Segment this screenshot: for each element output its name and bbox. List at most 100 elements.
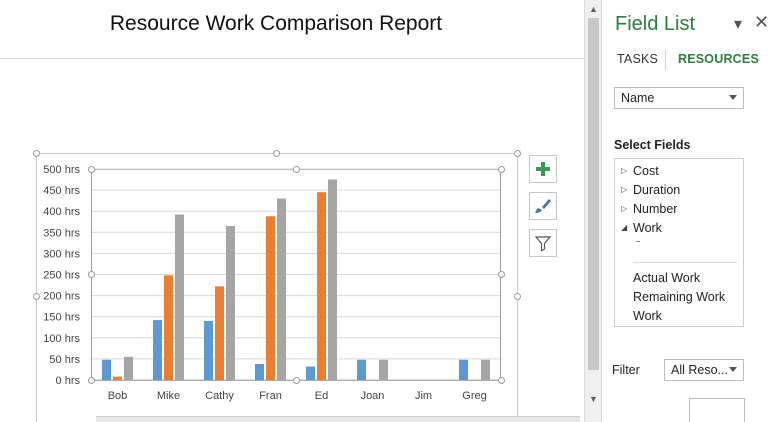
chart-area-handle-top-left[interactable] [33, 150, 40, 157]
chart-area-handle-middle-right[interactable] [514, 293, 521, 300]
scrollbar-thumb[interactable] [588, 18, 599, 370]
expand-triangle-icon[interactable]: ▷ [621, 166, 628, 175]
field-label: Duration [633, 183, 681, 197]
subfield-divider [633, 262, 737, 263]
plot-area-handle-top-center[interactable] [293, 166, 300, 173]
chart-area-handle-top-right[interactable] [514, 150, 521, 157]
bar-cathy-series-2[interactable] [215, 286, 224, 380]
bar-bob-series-3[interactable] [124, 356, 133, 380]
horizontal-scrollbar[interactable] [96, 416, 580, 422]
field-item-number[interactable]: ▷ Number [615, 200, 743, 219]
bar-ed-series-3[interactable] [328, 179, 337, 380]
field-item-duration[interactable]: ▷ Duration [615, 181, 743, 200]
category-select-value: Name [621, 91, 655, 105]
field-item-work[interactable]: ◢ Work [615, 219, 743, 238]
bar-joan-series-1[interactable] [357, 359, 366, 380]
field-item-cost[interactable]: ▷ Cost [615, 162, 743, 181]
tab-resources[interactable]: RESOURCES [678, 52, 759, 66]
bar-greg-series-3[interactable] [481, 359, 490, 380]
scroll-up-icon[interactable]: ▲ [589, 3, 598, 14]
chart-area-handle-middle-left[interactable] [33, 293, 40, 300]
bar-mike-series-3[interactable] [175, 214, 184, 380]
chart-styles-button[interactable] [529, 192, 557, 220]
select-fields-label: Select Fields [614, 138, 691, 152]
y-tick-label: 100 hrs [43, 333, 80, 345]
x-tick-label: Jim [415, 390, 432, 402]
plot-area-handle-bottom-right[interactable] [498, 377, 505, 384]
x-tick-label: Mike [157, 390, 180, 402]
y-tick-label: 450 hrs [43, 185, 80, 197]
x-tick-label: Fran [259, 390, 282, 402]
subfield-work[interactable]: Work [633, 309, 662, 323]
y-tick-label: 250 hrs [43, 270, 80, 282]
subfield-actual-work[interactable]: Actual Work [633, 271, 701, 285]
y-tick-label: 500 hrs [43, 164, 80, 176]
report-title: Resource Work Comparison Report [109, 12, 443, 35]
bar-bob-series-1[interactable] [102, 359, 111, 380]
field-label: Number [633, 202, 678, 216]
chevron-down-icon [729, 95, 737, 100]
subfield-remaining-work[interactable]: Remaining Work [633, 290, 726, 304]
bar-mike-series-2[interactable] [164, 275, 173, 380]
bar-ed-series-2[interactable] [317, 192, 326, 380]
bar-fran-series-3[interactable] [277, 198, 286, 380]
field-label: Work [633, 221, 662, 235]
field-label: Cost [633, 164, 659, 178]
paintbrush-icon [535, 199, 551, 213]
plus-icon [536, 162, 550, 176]
y-tick-label: 150 hrs [43, 312, 80, 324]
fields-tree: ▷ Cost ▷ Duration ▷ Number ◢ Work Actual… [614, 158, 744, 327]
group-by-select[interactable] [689, 398, 745, 422]
plot-area-handle-bottom-left[interactable] [88, 377, 95, 384]
plot-area-handle-middle-right[interactable] [498, 271, 505, 278]
bar-joan-series-3[interactable] [379, 359, 388, 380]
bar-fran-series-2[interactable] [266, 216, 275, 380]
y-tick-label: 0 hrs [56, 375, 81, 387]
plot-area-handle-top-left[interactable] [88, 166, 95, 173]
tree-connector [636, 241, 640, 244]
tab-tasks[interactable]: TASKS [617, 52, 659, 66]
title-divider [0, 58, 584, 59]
chart-filters-button[interactable] [529, 229, 557, 257]
bar-fran-series-1[interactable] [255, 363, 264, 380]
collapse-triangle-icon[interactable]: ◢ [621, 223, 628, 232]
bar-bob-series-2[interactable] [113, 376, 122, 380]
plot-area-handle-top-right[interactable] [498, 166, 505, 173]
x-tick-label: Joan [361, 390, 385, 402]
category-select[interactable]: Name [614, 87, 744, 109]
x-tick-label: Ed [315, 390, 328, 402]
bar-ed-series-1[interactable] [306, 366, 315, 380]
y-tick-label: 350 hrs [43, 227, 80, 239]
scroll-down-icon[interactable]: ▼ [589, 393, 598, 404]
expand-triangle-icon[interactable]: ▷ [621, 185, 628, 194]
pane-options-chevron-icon[interactable]: ▾ [734, 16, 743, 33]
filter-label: Filter [612, 363, 640, 377]
y-tick-label: 300 hrs [43, 248, 80, 260]
bar-cathy-series-1[interactable] [204, 320, 213, 380]
plot-area-handle-bottom-center[interactable] [293, 377, 300, 384]
field-list-pane: Field List ▾ ✕ TASKS RESOURCES Name Sele… [601, 0, 772, 422]
chart-elements-button[interactable] [529, 155, 557, 183]
y-tick-label: 400 hrs [43, 206, 80, 218]
tab-divider [665, 50, 666, 70]
x-tick-label: Greg [462, 390, 486, 402]
bar-greg-series-1[interactable] [459, 359, 468, 380]
report-canvas: Resource Work Comparison Report 0 hrs 50 … [0, 0, 584, 422]
expand-triangle-icon[interactable]: ▷ [621, 204, 628, 213]
plot-area-handle-middle-left[interactable] [88, 271, 95, 278]
column-chart[interactable]: 0 hrs 50 hrs 100 hrs 150 hrs 200 hrs 250 hrs 3… [0, 0, 584, 422]
pane-title: Field List [615, 13, 696, 35]
chart-area-handle-top-center[interactable] [273, 150, 280, 157]
filter-select[interactable]: All Reso... [664, 359, 744, 381]
bar-cathy-series-3[interactable] [226, 225, 235, 380]
bar-mike-series-1[interactable] [153, 320, 162, 380]
x-tick-label: Cathy [205, 390, 234, 402]
chevron-down-icon [729, 367, 737, 372]
close-icon[interactable]: ✕ [754, 12, 770, 32]
filter-select-value: All Reso... [671, 363, 728, 377]
funnel-icon [534, 236, 552, 252]
x-tick-label: Bob [108, 390, 128, 402]
vertical-scrollbar[interactable]: ▲ ▼ [584, 0, 601, 422]
y-tick-label: 50 hrs [49, 354, 80, 366]
